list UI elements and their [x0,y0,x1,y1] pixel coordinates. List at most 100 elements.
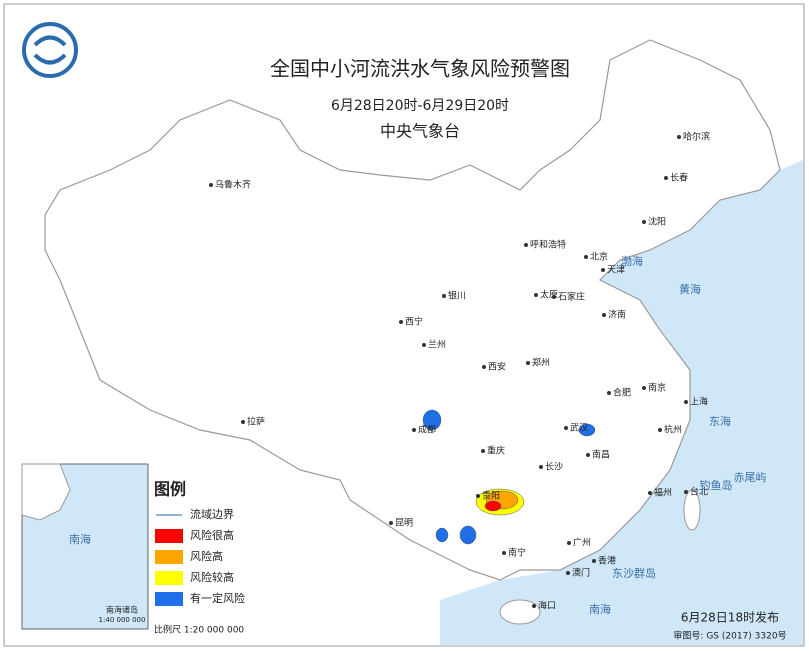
city-dot [534,293,538,297]
risk-area [484,500,502,512]
city-label: 广州 [573,537,591,549]
risk-area [435,527,449,543]
city-dot [586,453,590,457]
city-label: 武汉 [570,422,588,434]
title: 全国中小河流洪水气象风险预警图 [270,57,570,81]
city-dot [658,428,662,432]
city-dot [584,255,588,259]
city-dot [526,361,530,365]
sea-label: 赤尾屿 [734,471,767,484]
sea-label: 东海 [709,414,731,428]
city-label: 澳门 [572,567,590,579]
city-label: 哈尔滨 [683,131,710,143]
legend-swatch [155,529,183,543]
sea-label: 东沙群岛 [612,566,656,580]
city-label: 香港 [598,555,616,567]
city-label: 济南 [608,309,626,321]
sea-label: 钓鱼岛 [700,478,733,492]
city-label: 重庆 [487,445,505,457]
city-dot [567,541,571,545]
risk-area [459,525,477,545]
city-label: 北京 [590,251,608,263]
taiwan [683,489,701,531]
city-label: 兰州 [428,339,446,351]
city-label: 福州 [654,487,672,499]
issuer: 中央气象台 [380,122,460,141]
city-dot [642,220,646,224]
city-label: 海口 [538,600,556,612]
legend-swatch [155,571,183,585]
city-dot [602,313,606,317]
city-dot [481,449,485,453]
city-dot [241,420,245,424]
land [44,39,781,581]
city-dot [566,571,570,575]
sea-label: 渤海 [621,254,643,268]
city-dot [422,343,426,347]
city-dot [389,521,393,525]
logo-mark [33,35,67,65]
city-label: 呼和浩特 [530,239,566,251]
city-dot [412,428,416,432]
city-dot [607,391,611,395]
city-dot [502,551,506,555]
city-label: 成都 [418,424,436,436]
risk-area [578,423,596,437]
city-label: 银川 [448,290,466,302]
scale: 比例尺 1:20 000 000 [154,624,244,636]
city-dot [664,176,668,180]
city-dot [648,491,652,495]
city-dot [552,295,556,299]
inset-title: 南海诸岛 [106,605,138,615]
legend-title: 图例 [154,480,186,499]
city-dot [524,243,528,247]
sea-label: 黄海 [679,282,701,296]
hainan [499,599,541,625]
legend-swatch [155,592,183,606]
city-label: 石家庄 [558,291,585,303]
city-dot [482,365,486,369]
city-dot [592,559,596,563]
city-dot [442,294,446,298]
legend-label: 风险高 [190,549,223,563]
city-label: 合肥 [613,387,631,399]
city-label: 郑州 [532,357,550,369]
city-label: 昆明 [395,518,413,529]
city-dot [476,494,480,498]
city-dot [677,135,681,139]
city-dot [532,604,536,608]
city-dot [684,490,688,494]
city-label: 沈阳 [648,216,666,228]
city-label: 乌鲁木齐 [215,179,251,191]
logo [22,22,78,78]
city-label: 西安 [488,361,506,373]
city-dot [642,386,646,390]
city-dot [601,268,605,272]
sea-label: 南海 [589,602,611,616]
inset-sea: 南海 [69,532,91,546]
city-label: 长春 [670,172,688,184]
city-label: 天津 [607,265,625,276]
city-label: 南宁 [508,547,526,559]
inset-scale: 1:40 000 000 [99,616,146,624]
city-dot [539,465,543,469]
city-dot [684,400,688,404]
legend-label: 风险很高 [190,528,234,542]
city-label: 长沙 [545,461,563,473]
city-label: 太原 [540,289,558,301]
legend-label: 流域边界 [190,507,234,521]
legend-label: 风险较高 [190,570,234,584]
city-dot [399,320,403,324]
ocean [440,160,803,645]
city-label: 上海 [690,396,708,408]
approval: 审图号: GS (2017) 3320号 [673,630,786,642]
risk-area [422,409,442,431]
city-label: 杭州 [664,424,682,436]
city-label: 南京 [648,382,666,394]
city-label: 拉萨 [247,416,265,428]
